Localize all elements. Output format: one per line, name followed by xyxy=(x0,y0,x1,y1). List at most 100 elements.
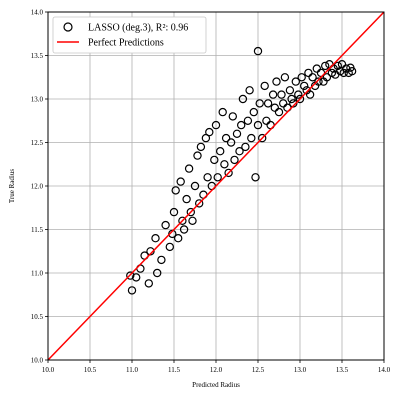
x-axis-label: Predicted Radius xyxy=(192,381,240,389)
scatter-point xyxy=(347,66,357,76)
x-tick-label: 12.5 xyxy=(252,366,265,374)
scatter-point xyxy=(277,90,286,99)
scatter-point xyxy=(131,273,141,282)
x-tick-label: 11.0 xyxy=(126,366,138,374)
scatter-point xyxy=(151,233,160,243)
y-tick-label: 10.0 xyxy=(31,357,44,365)
scatter-point xyxy=(205,127,214,137)
scatter-point xyxy=(294,90,303,99)
legend-label-scatter: LASSO (deg.3), R²: 0.96 xyxy=(88,23,188,34)
scatter-point xyxy=(126,271,135,280)
scatter-point xyxy=(279,99,288,108)
y-tick-label: 13.5 xyxy=(31,52,44,60)
scatter-point xyxy=(238,94,248,104)
scatter-point xyxy=(226,138,236,147)
scatter-point xyxy=(210,155,219,165)
scatter-point xyxy=(274,107,284,117)
scatter-point xyxy=(321,61,330,71)
scatter-point xyxy=(184,164,194,173)
scatter-point xyxy=(193,151,202,160)
scatter-point xyxy=(258,133,267,143)
scatter-point xyxy=(213,173,222,182)
scatter-point xyxy=(312,64,321,73)
scatter-point xyxy=(194,199,204,208)
x-tick-label: 13.5 xyxy=(336,366,349,374)
x-tick-label: 13.0 xyxy=(294,366,307,374)
scatter-point xyxy=(263,99,273,108)
scatter-point xyxy=(144,279,153,288)
y-tick-label: 12.5 xyxy=(31,139,44,147)
scatter-points xyxy=(126,46,357,295)
scatter-point xyxy=(308,73,317,82)
x-tick-label: 14.0 xyxy=(378,366,391,374)
scatter-point xyxy=(285,86,295,95)
scatter-point xyxy=(245,86,254,95)
scatter-point xyxy=(304,68,313,78)
scatter-point xyxy=(280,73,290,82)
legend-marker-scatter xyxy=(63,22,73,32)
scatter-point xyxy=(224,168,233,178)
scatter-point xyxy=(230,155,239,165)
x-tick-label: 10.5 xyxy=(84,366,97,374)
x-tick-label: 10.0 xyxy=(42,366,55,374)
scatter-point xyxy=(253,46,263,56)
scatter-point xyxy=(220,160,229,169)
scatter-point xyxy=(228,112,237,121)
scatter-point xyxy=(314,77,323,86)
scatter-point xyxy=(249,107,258,117)
scatter-point xyxy=(171,186,180,195)
scatter-point xyxy=(297,73,306,82)
scatter-point xyxy=(333,61,342,71)
scatter-point xyxy=(203,173,212,182)
scatter-point xyxy=(190,181,200,191)
scatter-point xyxy=(173,233,183,243)
scatter-point xyxy=(272,77,281,86)
scatter-point xyxy=(291,77,300,86)
x-axis-ticks: 10.0 10.5 11.0 11.5 12.0 12.5 13.0 13.5 14.0 xyxy=(42,360,391,374)
scatter-point xyxy=(235,146,244,156)
scatter-point xyxy=(165,242,174,252)
scatter-point xyxy=(243,116,253,126)
y-axis-label: True Radius xyxy=(8,169,16,203)
scatter-point xyxy=(157,255,166,265)
scatter-point xyxy=(247,133,256,143)
legend-label-line: Perfect Predictions xyxy=(88,38,164,49)
y-tick-label: 11.0 xyxy=(31,270,43,278)
scatter-point xyxy=(287,94,296,104)
scatter-point xyxy=(255,99,264,108)
scatter-point xyxy=(322,73,332,82)
scatter-point xyxy=(127,286,137,295)
scatter-point xyxy=(178,216,187,225)
scatter-point xyxy=(182,194,191,204)
y-tick-label: 11.5 xyxy=(31,226,43,234)
scatter-point xyxy=(188,216,197,225)
scatter-point xyxy=(176,177,185,186)
scatter-point xyxy=(262,116,271,126)
scatter-point xyxy=(211,120,221,130)
scatter-point xyxy=(196,142,206,152)
scatter-point xyxy=(251,173,260,182)
x-tick-label: 12.0 xyxy=(210,366,223,374)
scatter-point xyxy=(241,142,250,152)
scatter-point xyxy=(260,81,269,91)
scatter-point xyxy=(215,146,225,156)
y-axis-ticks: 10.0 10.5 11.0 11.5 12.0 12.5 13.0 13.5 14.0 xyxy=(31,9,48,365)
scatter-point xyxy=(253,120,263,130)
scatter-point xyxy=(232,129,242,138)
scatter-point xyxy=(221,133,231,143)
scatter-point xyxy=(152,268,162,278)
scatter-point xyxy=(218,107,227,117)
scatter-point xyxy=(270,103,279,112)
scatter-point xyxy=(236,120,246,130)
y-tick-label: 13.0 xyxy=(31,96,44,104)
scatter-point xyxy=(305,90,315,99)
scatter-point xyxy=(300,81,309,91)
y-tick-label: 10.5 xyxy=(31,313,44,321)
scatter-point xyxy=(337,59,347,69)
scatter-point xyxy=(179,225,189,234)
perfect-prediction-line xyxy=(47,11,385,361)
scatter-point xyxy=(161,220,170,230)
y-tick-label: 14.0 xyxy=(31,9,44,17)
scatter-point xyxy=(169,207,179,217)
